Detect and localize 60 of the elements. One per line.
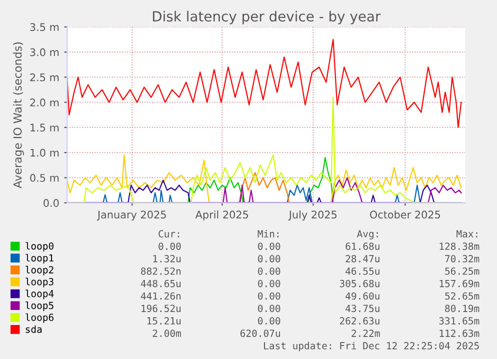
text: 128.38m [440,242,480,250]
text: 52.65m [445,292,480,300]
legend-label: loop0 [26,242,54,252]
text: 620.07u [240,330,280,337]
y-tick-label: 3.0 m [30,48,59,56]
legend-label: loop1 [26,254,54,264]
legend-label: loop5 [26,302,54,312]
legend-label: loop4 [26,290,54,300]
text: 1.32u [153,255,181,262]
text: 43.75u [346,304,380,312]
text: 2.00m [152,330,181,337]
chart-title: Disk latency per device - by year [152,10,381,24]
text: 0.00 [258,267,280,275]
text: 262.63u [340,317,380,325]
y-tick-label: 0.5 m [30,174,59,182]
text: Avg: [356,230,378,240]
y-tick-label: 1.5 m [30,124,59,132]
text: 49.60u [346,292,380,300]
legend-label: loop6 [26,313,54,323]
text: 80.19m [445,304,480,312]
text: 305.68u [340,280,380,288]
text: Cur: [158,230,180,238]
legend-label: sda [26,325,42,333]
text: 0.00 [258,242,280,250]
y-tick-label: 2.5 m [30,73,59,82]
text: 196.52u [142,304,181,312]
text: 112.63m [440,330,480,337]
x-tick-label: April 2025 [195,210,248,221]
text: 448.65u [140,280,181,288]
text: 441.26n [140,292,181,300]
x-tick-label: October 2025 [370,210,440,219]
text: 61.68u [346,242,380,250]
text: Min: [258,230,278,238]
text: Max: [456,230,478,238]
text: 0.00 [258,280,280,288]
y-tick-label: 2.0 m [30,98,59,106]
text: 0.00 [258,255,280,262]
text: 70.32m [445,255,480,262]
text: 0.00 [258,304,280,312]
y-tick-label: 1.0 m [30,148,59,157]
text: 0.00 [258,317,280,325]
text: 46.55u [346,267,380,275]
x-tick-label: January 2025 [96,210,166,221]
text: 0.00 [158,242,181,250]
legend-label: loop2 [26,266,54,276]
y-tick-label: 3.5 m [30,23,59,32]
line-series [67,38,462,128]
text: 0.00 [258,292,280,300]
text: 28.47u [346,255,380,262]
text: 331.65m [439,317,480,325]
text: 157.69m [440,280,480,288]
text: 56.25m [445,267,480,275]
y-tick-label: 0.0 [44,199,59,207]
text: 2.22m [352,330,380,337]
x-tick-label: July 2025 [288,210,337,221]
y-axis-title: Average IO Wait (seconds) [13,42,24,188]
text: 15.21u [147,317,181,325]
legend-label: loop3 [26,278,54,288]
text: Last update: Fri Dec 12 22:25:04 2025 [264,342,479,352]
text: 882.52n [141,267,181,275]
